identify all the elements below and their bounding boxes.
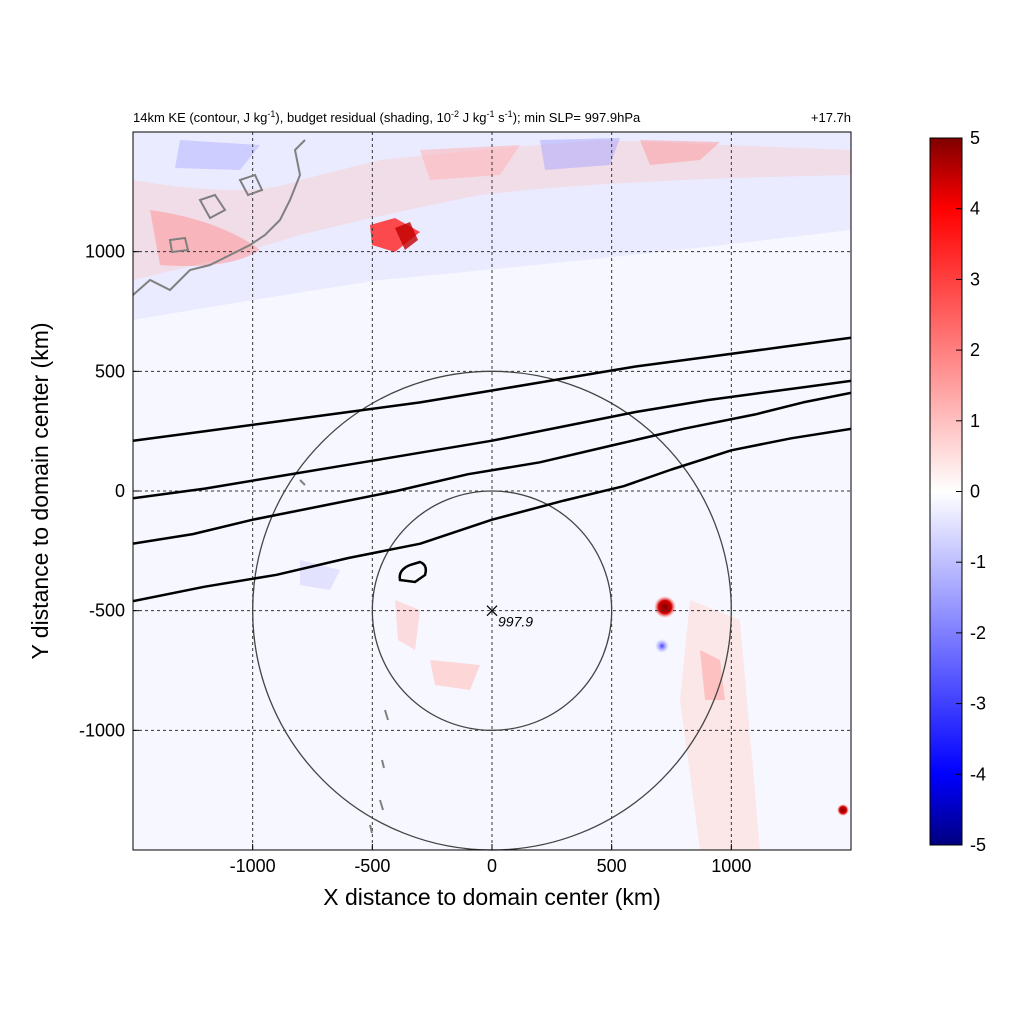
colorbar-tick-label: -3 <box>970 694 986 714</box>
colorbar-tick-label: -2 <box>970 623 986 643</box>
coastline <box>133 139 389 834</box>
ke-contours <box>133 336 851 603</box>
x-tick-label: -1000 <box>230 856 276 876</box>
colorbar-tick-label: 0 <box>970 482 980 502</box>
colorbar-tick-label: 5 <box>970 128 980 148</box>
forecast-time-label: +17.7h <box>811 110 851 125</box>
min-slp-label: 997.9 <box>498 614 533 630</box>
ke-contour-line <box>133 379 851 500</box>
y-tick-label: 500 <box>95 361 125 381</box>
colorbar-tick-label: -1 <box>970 552 986 572</box>
storm-center-marker <box>486 605 498 617</box>
y-tick-label: 1000 <box>85 242 125 262</box>
ke-contour-line <box>133 391 851 545</box>
range-ring <box>371 490 613 731</box>
plot-title: 14km KE (contour, J kg-1), budget residu… <box>133 109 641 125</box>
y-axis-title: Y distance to domain center (km) <box>27 322 53 659</box>
ke-contour-line <box>133 427 851 603</box>
y-tick-label: 0 <box>115 481 125 501</box>
colorbar-tick-label: 4 <box>970 199 980 219</box>
colorbar-tick-label: 3 <box>970 269 980 289</box>
y-tick-label: -500 <box>89 601 125 621</box>
x-tick-label: -500 <box>354 856 390 876</box>
colorbar-tick-label: -4 <box>970 764 986 784</box>
x-tick-label: 500 <box>597 856 627 876</box>
ke-contour-closed <box>398 560 428 584</box>
colorbar-tick-label: 1 <box>970 411 980 431</box>
ke-contour-line <box>133 336 851 442</box>
colorbar-ticks: 5 4 3 2 1 0 -1 -2 -3 -4 -5 <box>956 128 986 855</box>
y-axis: -1000 -500 0 500 1000 <box>79 242 139 740</box>
x-axis-title: X distance to domain center (km) <box>323 884 660 910</box>
y-tick-label: -1000 <box>79 720 125 740</box>
colorbar-tick-label: -5 <box>970 835 986 855</box>
x-tick-label: 0 <box>487 856 497 876</box>
colorbar-tick-label: 2 <box>970 340 980 360</box>
x-axis: -1000 -500 0 500 1000 <box>230 844 751 876</box>
x-tick-label: 1000 <box>711 856 751 876</box>
